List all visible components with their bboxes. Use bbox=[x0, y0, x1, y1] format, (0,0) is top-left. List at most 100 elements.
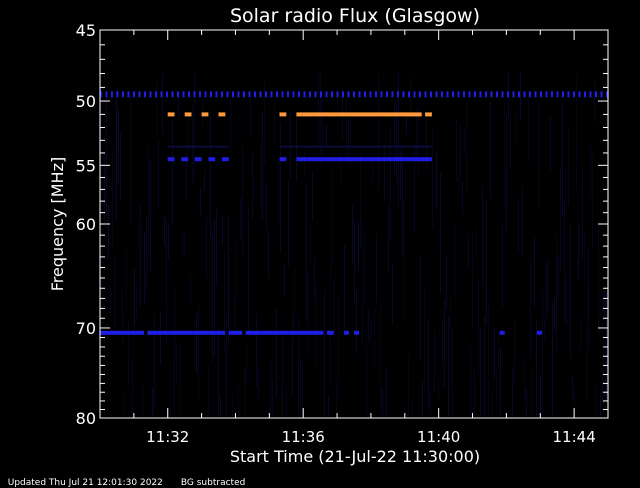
noise-column bbox=[344, 244, 345, 329]
band-mark-49.5mhz bbox=[111, 91, 113, 98]
noise-column bbox=[400, 151, 401, 201]
band-mark-49.5mhz bbox=[221, 91, 223, 98]
noise-column bbox=[192, 105, 193, 184]
noise-column bbox=[368, 308, 369, 342]
noise-column bbox=[480, 328, 481, 416]
band-mark-49.5mhz bbox=[534, 91, 537, 98]
noise-column bbox=[464, 128, 465, 157]
noise-column bbox=[276, 307, 277, 399]
band-mark-49.5mhz bbox=[149, 91, 152, 98]
noise-column bbox=[162, 72, 163, 136]
noise-column bbox=[392, 263, 393, 326]
noise-column bbox=[176, 342, 177, 383]
band-segment-51mhz bbox=[201, 112, 209, 117]
noise-column bbox=[594, 78, 595, 125]
band-segment-70.5mhz bbox=[343, 330, 349, 335]
noise-column bbox=[382, 386, 383, 416]
noise-column bbox=[462, 181, 463, 215]
noise-column bbox=[476, 228, 477, 257]
noise-column bbox=[254, 178, 255, 202]
noise-column bbox=[250, 97, 251, 138]
band-mark-49.5mhz bbox=[562, 91, 564, 98]
noise-column bbox=[536, 320, 537, 416]
noise-column bbox=[510, 109, 511, 167]
noise-column bbox=[576, 74, 577, 190]
noise-column bbox=[386, 367, 387, 416]
band-mark-49.5mhz bbox=[287, 91, 289, 98]
noise-column bbox=[284, 262, 285, 298]
band-mark-49.5mhz bbox=[155, 91, 157, 98]
band-segment-51mhz bbox=[167, 112, 175, 117]
noise-column bbox=[256, 313, 257, 388]
noise-column bbox=[258, 365, 259, 398]
noise-column bbox=[288, 180, 289, 267]
noise-column bbox=[554, 296, 555, 333]
noise-column bbox=[540, 375, 541, 416]
noise-column bbox=[340, 150, 341, 186]
noise-column bbox=[432, 127, 433, 229]
noise-column bbox=[502, 224, 503, 309]
band-segment-54.5mhz bbox=[221, 157, 229, 162]
noise-column bbox=[302, 361, 303, 416]
noise-column bbox=[596, 385, 597, 416]
band-mark-49.5mhz bbox=[589, 91, 592, 98]
noise-column bbox=[298, 317, 299, 416]
noise-column bbox=[534, 237, 535, 307]
noise-column bbox=[376, 233, 377, 307]
noise-column bbox=[522, 186, 523, 256]
band-mark-49.5mhz bbox=[226, 91, 229, 98]
noise-column bbox=[294, 270, 295, 337]
band-segment-70.5mhz bbox=[147, 330, 226, 335]
noise-column bbox=[120, 132, 121, 203]
noise-column bbox=[452, 328, 453, 416]
noise-column bbox=[606, 292, 607, 400]
noise-column bbox=[108, 204, 109, 259]
noise-column bbox=[518, 200, 519, 254]
noise-column bbox=[124, 393, 125, 416]
footer: Updated Thu Jul 21 12:01:30 2022 BG subtr… bbox=[2, 468, 263, 488]
noise-column bbox=[142, 383, 143, 416]
noise-column bbox=[564, 202, 565, 322]
noise-column bbox=[104, 150, 105, 224]
noise-column bbox=[442, 319, 443, 365]
noise-column bbox=[370, 318, 371, 347]
band-mark-49.5mhz bbox=[331, 91, 333, 98]
band-mark-49.5mhz bbox=[375, 91, 377, 98]
noise-column bbox=[174, 286, 175, 411]
band-segment-51mhz bbox=[296, 112, 422, 117]
noise-column bbox=[470, 345, 471, 416]
noise-column bbox=[214, 220, 215, 357]
band-mark-49.5mhz bbox=[232, 91, 234, 98]
band-mark-49.5mhz bbox=[397, 91, 399, 98]
noise-column bbox=[190, 274, 191, 306]
band-mark-49.5mhz bbox=[595, 91, 597, 98]
noise-column bbox=[408, 354, 409, 416]
noise-column bbox=[430, 387, 431, 416]
noise-column bbox=[560, 165, 561, 271]
noise-column bbox=[252, 152, 253, 221]
band-mark-49.5mhz bbox=[182, 91, 185, 98]
band-mark-49.5mhz bbox=[166, 91, 168, 98]
noise-column bbox=[478, 278, 479, 378]
band-mark-49.5mhz bbox=[243, 91, 245, 98]
noise-column bbox=[140, 205, 141, 307]
band-mark-49.5mhz bbox=[435, 91, 438, 98]
band-mark-49.5mhz bbox=[446, 91, 449, 98]
noise-column bbox=[474, 368, 475, 416]
noise-column bbox=[154, 315, 155, 412]
noise-column bbox=[438, 381, 439, 402]
noise-column bbox=[128, 323, 129, 386]
noise-column bbox=[372, 163, 373, 184]
noise-column bbox=[600, 394, 601, 416]
band-segment-70.5mhz bbox=[228, 330, 243, 335]
noise-column bbox=[484, 316, 485, 416]
noise-column bbox=[590, 146, 591, 197]
noise-column bbox=[374, 307, 375, 367]
noise-column bbox=[544, 317, 545, 341]
band-mark-49.5mhz bbox=[144, 91, 146, 98]
noise-column bbox=[358, 222, 359, 273]
band-mark-49.5mhz bbox=[380, 91, 383, 98]
noise-column bbox=[444, 300, 445, 388]
x-tick-label: 11:44 bbox=[553, 428, 596, 446]
